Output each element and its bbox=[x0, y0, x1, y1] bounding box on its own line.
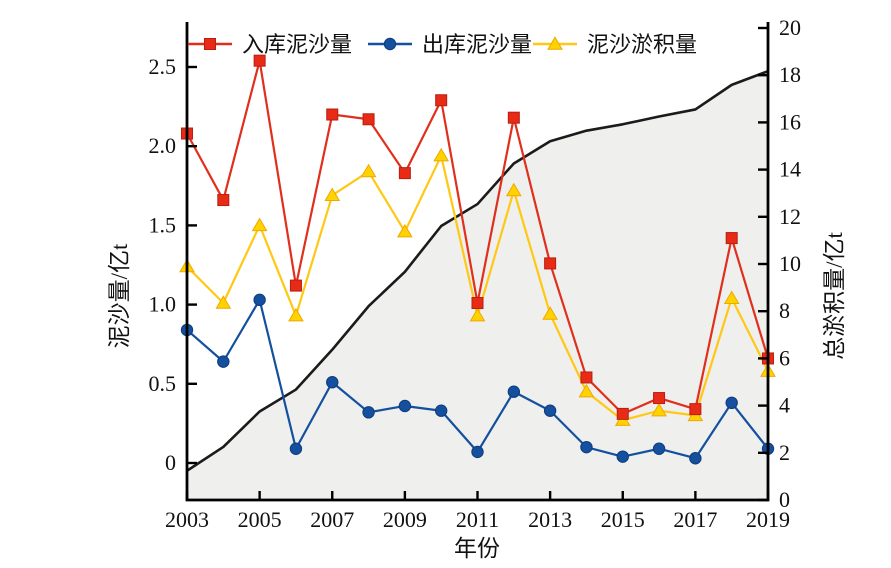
series-marker-outflow bbox=[253, 293, 266, 307]
x-tick-label: 2003 bbox=[165, 507, 209, 532]
series-marker-inflow bbox=[398, 167, 411, 180]
series-marker-inflow bbox=[653, 392, 666, 405]
series-marker-deposition bbox=[505, 182, 522, 197]
left-axis-title: 泥沙量/亿t bbox=[107, 243, 132, 348]
series-marker-inflow bbox=[689, 403, 702, 416]
series-marker-inflow bbox=[362, 113, 375, 126]
series-marker-outflow bbox=[689, 452, 702, 465]
series-marker-inflow bbox=[580, 371, 593, 384]
series-marker-inflow bbox=[544, 257, 557, 270]
series-marker-deposition bbox=[288, 307, 304, 322]
x-tick-label: 2013 bbox=[528, 507, 572, 532]
left-tick-label: 2.5 bbox=[149, 54, 177, 79]
series-marker-deposition bbox=[215, 295, 232, 309]
cumulative-area bbox=[187, 71, 768, 501]
x-tick-label: 2015 bbox=[601, 507, 645, 532]
x-tick-label: 2005 bbox=[238, 507, 282, 532]
series-marker-deposition bbox=[360, 163, 377, 178]
series-marker-outflow bbox=[398, 399, 412, 413]
series-marker-deposition bbox=[324, 187, 341, 202]
series-marker-outflow bbox=[471, 445, 484, 459]
series-marker-deposition bbox=[651, 402, 667, 417]
series-marker-outflow bbox=[543, 404, 557, 417]
series-marker-deposition bbox=[469, 307, 486, 322]
series-marker-inflow bbox=[326, 108, 339, 121]
x-tick-label: 2007 bbox=[310, 507, 354, 532]
left-tick-label: 1.5 bbox=[149, 212, 177, 237]
series-marker-inflow bbox=[471, 297, 484, 310]
series-marker-outflow bbox=[362, 406, 375, 419]
right-tick-label: 12 bbox=[779, 204, 801, 229]
series-marker-inflow bbox=[616, 407, 629, 420]
x-tick-label: 2009 bbox=[383, 507, 427, 532]
left-tick-label: 0.5 bbox=[149, 371, 177, 396]
right-tick-label: 10 bbox=[779, 251, 801, 276]
legend-marker-outflow bbox=[383, 37, 397, 51]
series-marker-inflow bbox=[289, 279, 302, 292]
series-marker-outflow bbox=[507, 385, 521, 398]
series-marker-outflow bbox=[217, 355, 230, 368]
series-marker-deposition bbox=[397, 223, 413, 238]
legend-label-outflow: 出库泥沙量 bbox=[422, 32, 532, 57]
series-marker-deposition bbox=[542, 306, 558, 320]
legend: 入库泥沙量 出库泥沙量 泥沙淤积量 bbox=[188, 32, 697, 57]
right-tick-label: 2 bbox=[779, 440, 790, 465]
series-marker-deposition bbox=[251, 217, 268, 232]
right-tick-label: 4 bbox=[779, 393, 790, 418]
right-axis-title: 总淤积量/亿t bbox=[822, 232, 847, 360]
legend-marker-inflow bbox=[204, 38, 216, 50]
x-axis-title: 年份 bbox=[454, 536, 500, 561]
series-marker-outflow bbox=[580, 440, 593, 454]
legend-item-deposition: 泥沙淤积量 bbox=[533, 32, 697, 57]
legend-item-outflow: 出库泥沙量 bbox=[368, 32, 532, 57]
series-marker-outflow bbox=[289, 442, 303, 455]
right-tick-label: 14 bbox=[779, 157, 801, 182]
legend-label-deposition: 泥沙淤积量 bbox=[587, 32, 697, 57]
left-tick-label: 2.0 bbox=[149, 133, 177, 158]
series-marker-inflow bbox=[725, 232, 738, 245]
series-marker-deposition bbox=[723, 290, 740, 304]
axis-layer: 0 0.5 1.0 1.5 2.0 2.5 0 2 4 6 8 10 12 14 16 18 20 2003 200… bbox=[149, 15, 802, 532]
right-tick-label: 6 bbox=[779, 345, 790, 370]
right-tick-label: 18 bbox=[779, 62, 801, 87]
x-tick-label: 2019 bbox=[746, 507, 790, 532]
series-marker-inflow bbox=[217, 194, 230, 207]
right-tick-label: 0 bbox=[779, 487, 790, 512]
x-tick-label: 2011 bbox=[456, 507, 499, 532]
left-tick-label: 0 bbox=[165, 450, 176, 475]
series-marker-inflow bbox=[435, 94, 448, 107]
legend-label-inflow: 入库泥沙量 bbox=[242, 32, 352, 57]
series-marker-outflow bbox=[616, 450, 629, 463]
plot-layer bbox=[179, 54, 776, 501]
legend-marker-deposition bbox=[547, 36, 563, 50]
legend-item-inflow: 入库泥沙量 bbox=[188, 32, 352, 57]
series-marker-outflow bbox=[434, 404, 448, 417]
left-tick-label: 1.0 bbox=[149, 292, 177, 317]
series-marker-inflow bbox=[253, 54, 266, 67]
series-marker-outflow bbox=[326, 376, 339, 389]
series-marker-outflow bbox=[652, 442, 666, 455]
series-marker-deposition bbox=[433, 147, 450, 162]
x-tick-label: 2017 bbox=[673, 507, 717, 532]
right-tick-label: 16 bbox=[779, 109, 801, 134]
right-tick-label: 8 bbox=[779, 298, 790, 323]
right-tick-label: 20 bbox=[779, 15, 801, 40]
series-marker-outflow bbox=[725, 396, 738, 410]
series-marker-deposition bbox=[578, 383, 595, 398]
series-marker-inflow bbox=[507, 111, 520, 124]
